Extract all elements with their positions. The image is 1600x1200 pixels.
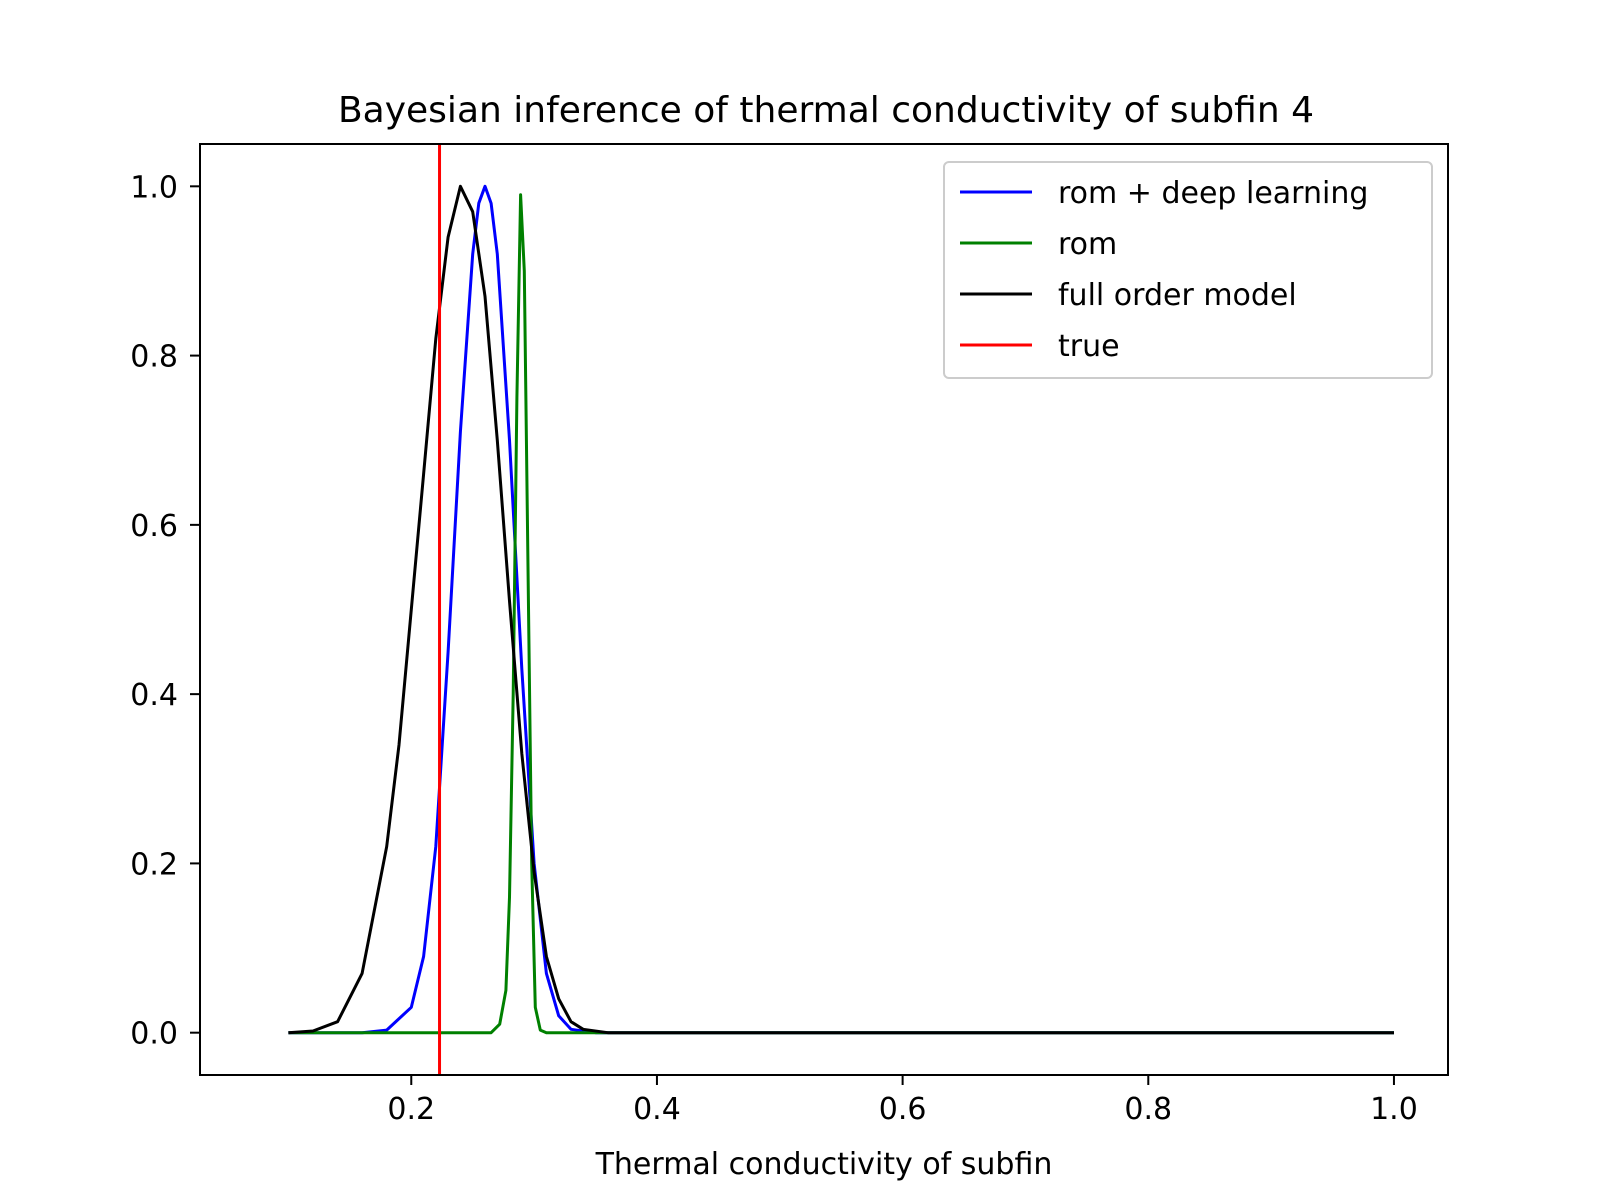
plot-area [288,144,1394,1075]
axes-frame [199,143,1449,1076]
series-line-rom-deep-learning [288,184,1394,1035]
legend-frame [943,161,1433,379]
y-tick-label: 1.0 [130,170,178,205]
legend: rom + deep learning rom full order model tr… [943,161,1433,379]
y-tick-label: 0.6 [130,509,178,544]
x-tick-label: 0.8 [1124,1092,1172,1127]
legend-label-true: true [1058,329,1120,364]
legend-label-rom-deep-learning: rom + deep learning [1058,176,1368,211]
x-tick-label: 0.2 [387,1092,435,1127]
y-tick-label: 0.8 [130,340,178,375]
legend-label-rom: rom [1058,227,1117,262]
y-tick-label: 0.0 [130,1017,178,1052]
x-axis: 0.2 0.4 0.6 0.8 1.0 [387,1075,1418,1127]
x-tick-label: 0.4 [633,1092,681,1127]
legend-label-full-order-model: full order model [1058,278,1297,313]
x-tick-label: 1.0 [1370,1092,1418,1127]
series-line-rom [288,193,1394,1035]
series-line-full-order-model [288,184,1394,1035]
y-tick-label: 0.4 [130,678,178,713]
chart-title: Bayesian inference of thermal conductivi… [338,90,1314,131]
x-axis-label: Thermal conductivity of subfin [595,1147,1053,1182]
x-tick-label: 0.6 [879,1092,927,1127]
y-axis: 0.0 0.2 0.4 0.6 0.8 1.0 [130,170,200,1052]
y-tick-label: 0.2 [130,847,178,882]
